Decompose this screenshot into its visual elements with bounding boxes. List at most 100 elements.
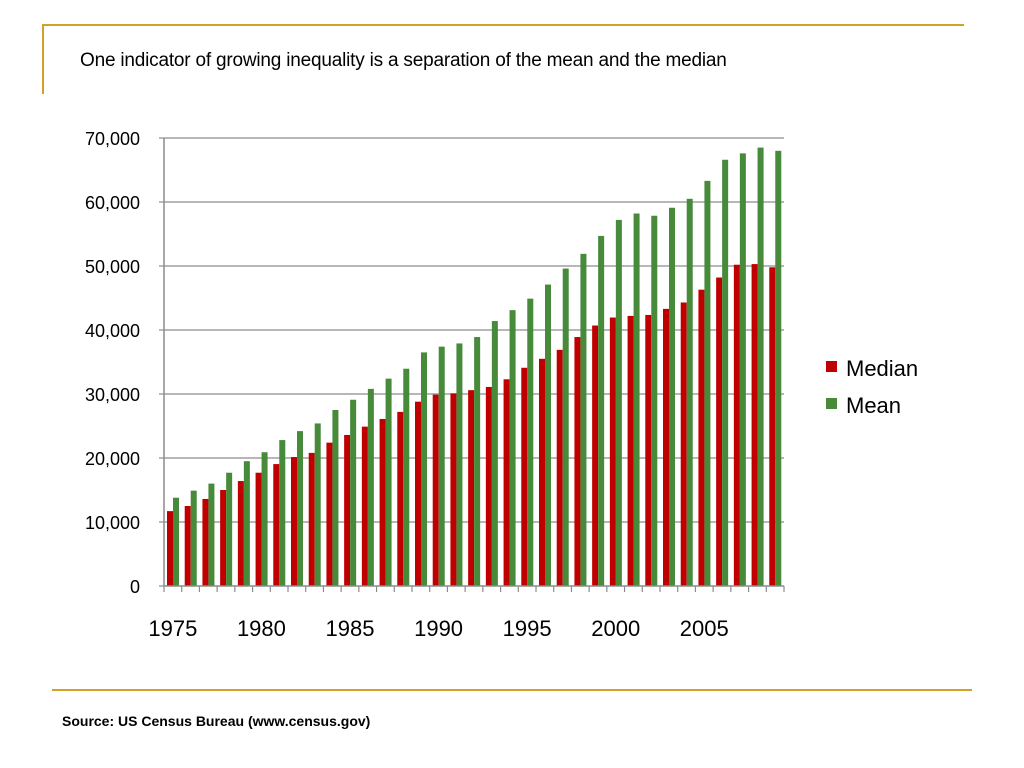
bar-median-1986 [361, 426, 368, 586]
axes [159, 137, 785, 592]
bar-median-1996 [539, 358, 545, 586]
y-tick-label: 0 [130, 577, 140, 597]
bar-mean-1976 [190, 490, 197, 586]
legend-swatch-median [826, 361, 837, 372]
bar-median-1981 [273, 464, 280, 586]
bar-median-1980 [255, 472, 262, 586]
x-tick-label: 1995 [503, 616, 552, 641]
bar-mean-1980 [261, 452, 268, 586]
bar-mean-1975 [173, 497, 179, 586]
bar-median-1975 [167, 511, 173, 586]
bar-median-1994 [503, 379, 510, 586]
bar-mean-2007 [739, 153, 746, 587]
bar-median-2005 [698, 289, 705, 586]
bar-mean-1996 [545, 284, 551, 586]
y-axis-labels: 0 10,000 20,000 30,000 40,000 50,000 60,000 70,… [85, 129, 140, 597]
x-axis-labels: 1975 1980 1985 1990 1995 2000 2005 [148, 616, 728, 641]
bar-median-2009 [769, 267, 776, 586]
y-tick-label: 70,000 [85, 129, 140, 149]
x-tick-label: 2005 [680, 616, 729, 641]
bar-mean-1991 [456, 343, 463, 586]
bottom-accent-rule [52, 689, 972, 691]
bar-mean-1979 [243, 461, 250, 586]
bar-median-1982 [291, 457, 297, 586]
bar-median-1999 [592, 325, 599, 586]
bar-mean-1982 [297, 431, 303, 586]
bar-median-1989 [415, 401, 421, 586]
bar-median-1993 [485, 386, 492, 586]
bar-mean-1994 [509, 310, 516, 586]
bar-median-1997 [556, 349, 563, 586]
bar-median-1984 [326, 442, 333, 586]
y-tick-label: 60,000 [85, 193, 140, 213]
bar-mean-1985 [350, 399, 357, 586]
legend-swatch-mean [826, 398, 837, 409]
source-note: Source: US Census Bureau (www.census.gov… [62, 713, 371, 729]
legend-label-median: Median [846, 356, 918, 381]
bars [167, 147, 782, 587]
legend: Median Mean [826, 356, 918, 418]
bar-mean-1989 [421, 352, 427, 586]
bar-median-1976 [184, 506, 191, 586]
x-tick-label: 1990 [414, 616, 463, 641]
bar-mean-1987 [385, 378, 392, 586]
bar-mean-2009 [775, 150, 782, 587]
bar-mean-1998 [580, 253, 587, 586]
bar-mean-2002 [651, 215, 658, 586]
bar-median-1998 [574, 337, 581, 586]
bar-mean-2004 [686, 198, 693, 587]
bar-median-2001 [627, 315, 634, 586]
bar-median-1995 [521, 367, 528, 586]
x-tick-label: 1985 [326, 616, 375, 641]
bar-median-1983 [308, 452, 315, 586]
bar-mean-2005 [704, 180, 711, 586]
bar-mean-1990 [438, 346, 445, 586]
bar-mean-1995 [527, 298, 534, 586]
bar-median-2007 [733, 264, 740, 586]
bar-mean-1984 [332, 410, 339, 586]
bar-mean-2003 [669, 207, 675, 586]
y-tick-label: 40,000 [85, 321, 140, 341]
bar-mean-1992 [474, 337, 481, 586]
bar-median-2002 [645, 314, 652, 586]
bar-mean-1988 [403, 368, 410, 586]
bar-mean-1986 [367, 388, 374, 586]
bar-mean-2008 [757, 147, 764, 586]
x-tick-label: 1980 [237, 616, 286, 641]
bar-median-2006 [716, 277, 723, 586]
bar-mean-1999 [598, 235, 605, 587]
y-tick-label: 20,000 [85, 449, 140, 469]
bar-median-1991 [450, 393, 457, 586]
bar-mean-1993 [491, 321, 498, 586]
bar-median-1978 [220, 490, 227, 586]
bar-median-2008 [751, 264, 758, 586]
bar-mean-2000 [615, 219, 622, 587]
bar-median-1987 [379, 418, 386, 586]
bar-mean-2001 [633, 213, 640, 586]
bar-mean-1977 [208, 483, 215, 586]
slide-title: One indicator of growing inequality is a… [80, 50, 727, 71]
bar-median-2004 [680, 302, 687, 586]
left-accent-rule [42, 24, 44, 94]
bar-median-1985 [344, 434, 351, 586]
bar-median-1992 [468, 390, 475, 586]
top-accent-rule [42, 24, 964, 26]
bar-median-1979 [237, 481, 244, 586]
x-tick-label: 1975 [148, 616, 197, 641]
y-tick-label: 50,000 [85, 257, 140, 277]
bar-median-1988 [397, 411, 404, 586]
bar-median-2003 [663, 308, 669, 586]
y-tick-label: 10,000 [85, 513, 140, 533]
bar-median-2000 [609, 317, 616, 586]
x-tick-label: 2000 [591, 616, 640, 641]
bar-mean-2006 [722, 159, 729, 586]
bar-median-1977 [202, 498, 209, 586]
bar-mean-1978 [226, 472, 233, 586]
legend-label-mean: Mean [846, 393, 901, 418]
y-tick-label: 30,000 [85, 385, 140, 405]
bar-median-1990 [432, 394, 439, 586]
bar-mean-1983 [314, 423, 321, 586]
bar-mean-1981 [279, 440, 286, 586]
bar-mean-1997 [562, 268, 569, 586]
